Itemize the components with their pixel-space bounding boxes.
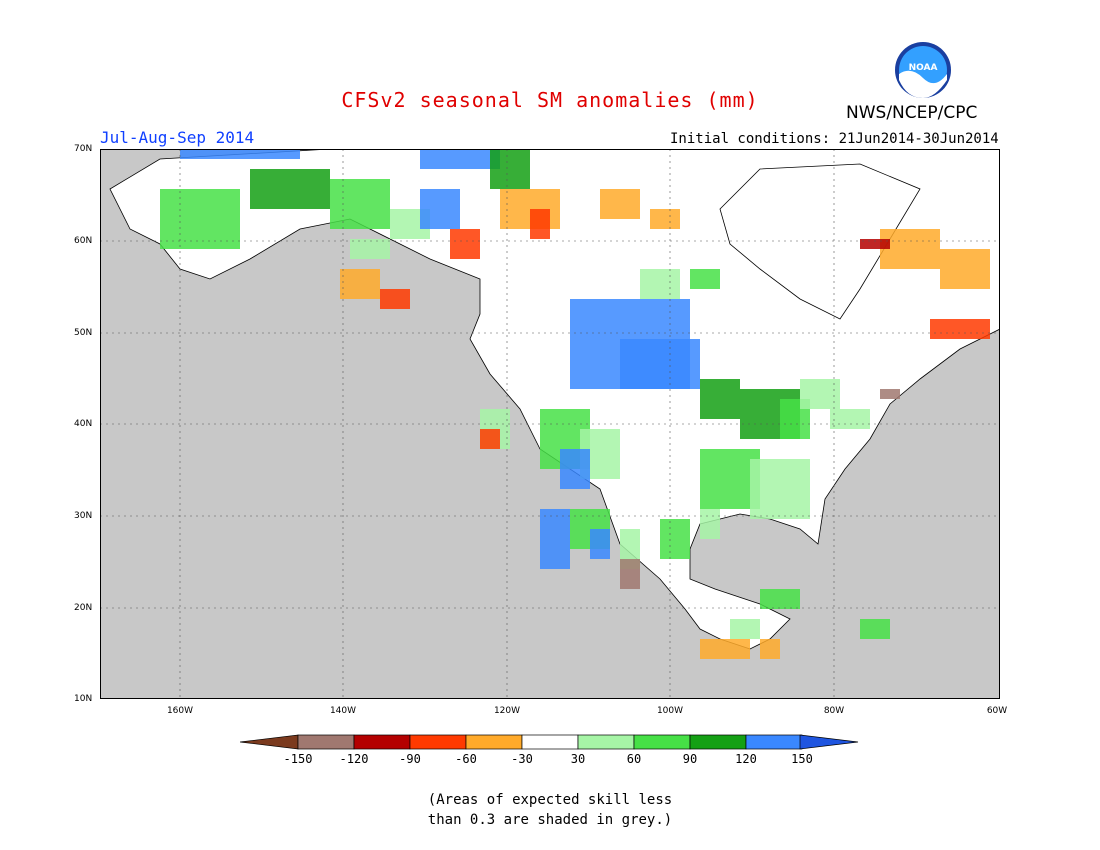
anomaly-patch (730, 619, 760, 639)
anomaly-patch (180, 149, 300, 159)
anomaly-patch (480, 429, 500, 449)
anomaly-patch (830, 409, 870, 429)
lon-label: 160W (166, 706, 194, 716)
anomaly-patch (490, 149, 530, 189)
legend-label: -150 (283, 752, 313, 766)
legend-swatch (745, 734, 803, 750)
anomaly-patch (340, 269, 380, 299)
anomaly-patch (640, 269, 680, 299)
legend-swatch (409, 734, 467, 750)
forecast-period: Jul-Aug-Sep 2014 (100, 128, 255, 147)
lat-label: 20N (74, 603, 93, 613)
anomaly-patch (750, 459, 810, 519)
anomaly-grid (160, 149, 990, 659)
lon-label: 140W (329, 706, 357, 716)
anomaly-patch (600, 189, 640, 219)
map-title: CFSv2 seasonal SM anomalies (mm) (341, 88, 759, 112)
anomaly-map (100, 149, 1000, 699)
legend-label: 150 (791, 752, 813, 766)
anomaly-patch (350, 239, 390, 259)
anomaly-patch (860, 619, 890, 639)
map-frame (100, 149, 1000, 699)
legend-labels: -150 -120 -90 -60 -30 30 60 90 120 150 (240, 752, 860, 770)
legend-swatch (465, 734, 523, 750)
legend-label: 90 (682, 752, 698, 766)
anomaly-patch (590, 529, 610, 559)
lat-label: 40N (74, 419, 93, 429)
anomaly-patch (660, 519, 690, 559)
anomaly-patch (380, 289, 410, 309)
legend-label: 60 (626, 752, 642, 766)
legend-swatch (689, 734, 747, 750)
anomaly-patch (620, 559, 640, 589)
anomaly-patch (620, 339, 700, 389)
legend-swatch (577, 734, 635, 750)
lon-label: 120W (493, 706, 521, 716)
legend-swatch (297, 734, 355, 750)
legend-label: 120 (735, 752, 757, 766)
anomaly-patch (880, 389, 900, 399)
noaa-logo-icon: NOAA (895, 42, 951, 98)
anomaly-patch (160, 189, 240, 249)
lon-label: 60W (986, 706, 1008, 716)
anomaly-patch (690, 269, 720, 289)
anomaly-patch (530, 209, 550, 239)
anomaly-patch (800, 379, 840, 409)
graticule (100, 149, 1000, 699)
legend-swatch (633, 734, 691, 750)
legend-label: -30 (511, 752, 533, 766)
anomaly-patch (700, 509, 720, 539)
lon-label: 80W (823, 706, 845, 716)
anomaly-patch (420, 149, 500, 169)
anomaly-patch (760, 589, 800, 609)
anomaly-patch (930, 319, 990, 339)
skill-note-line1: (Areas of expected skill less (427, 792, 673, 808)
lat-label: 10N (74, 694, 93, 704)
legend-swatch (521, 734, 579, 750)
legend-label: -90 (399, 752, 421, 766)
anomaly-patch (560, 449, 590, 489)
legend-arrow-left (240, 734, 299, 750)
legend-label: -120 (339, 752, 369, 766)
lat-label: 60N (74, 236, 93, 246)
legend-label: -60 (455, 752, 477, 766)
legend-arrow-right (799, 734, 859, 750)
anomaly-patch (760, 639, 780, 659)
anomaly-patch (650, 209, 680, 229)
anomaly-patch (940, 249, 990, 289)
legend-label: 30 (570, 752, 586, 766)
anomaly-patch (250, 169, 330, 209)
anomaly-patch (330, 179, 390, 229)
skill-note-line2: than 0.3 are shaded in grey.) (427, 812, 673, 828)
lon-label: 100W (656, 706, 684, 716)
legend-swatch (353, 734, 411, 750)
initial-conditions: Initial conditions: 21Jun2014-30Jun2014 (670, 131, 999, 147)
lat-label: 50N (74, 328, 93, 338)
color-legend (240, 734, 859, 750)
landmass-greenland (719, 163, 921, 320)
anomaly-patch (540, 509, 570, 569)
svg-text:NOAA: NOAA (909, 63, 938, 73)
lat-label: 70N (74, 144, 93, 154)
anomaly-patch (860, 239, 890, 249)
anomaly-patch (700, 639, 750, 659)
anomaly-patch (450, 229, 480, 259)
lat-label: 30N (74, 511, 93, 521)
anomaly-patch (700, 379, 740, 419)
agency-label: NWS/NCEP/CPC (846, 103, 978, 123)
anomaly-patch (420, 189, 460, 229)
